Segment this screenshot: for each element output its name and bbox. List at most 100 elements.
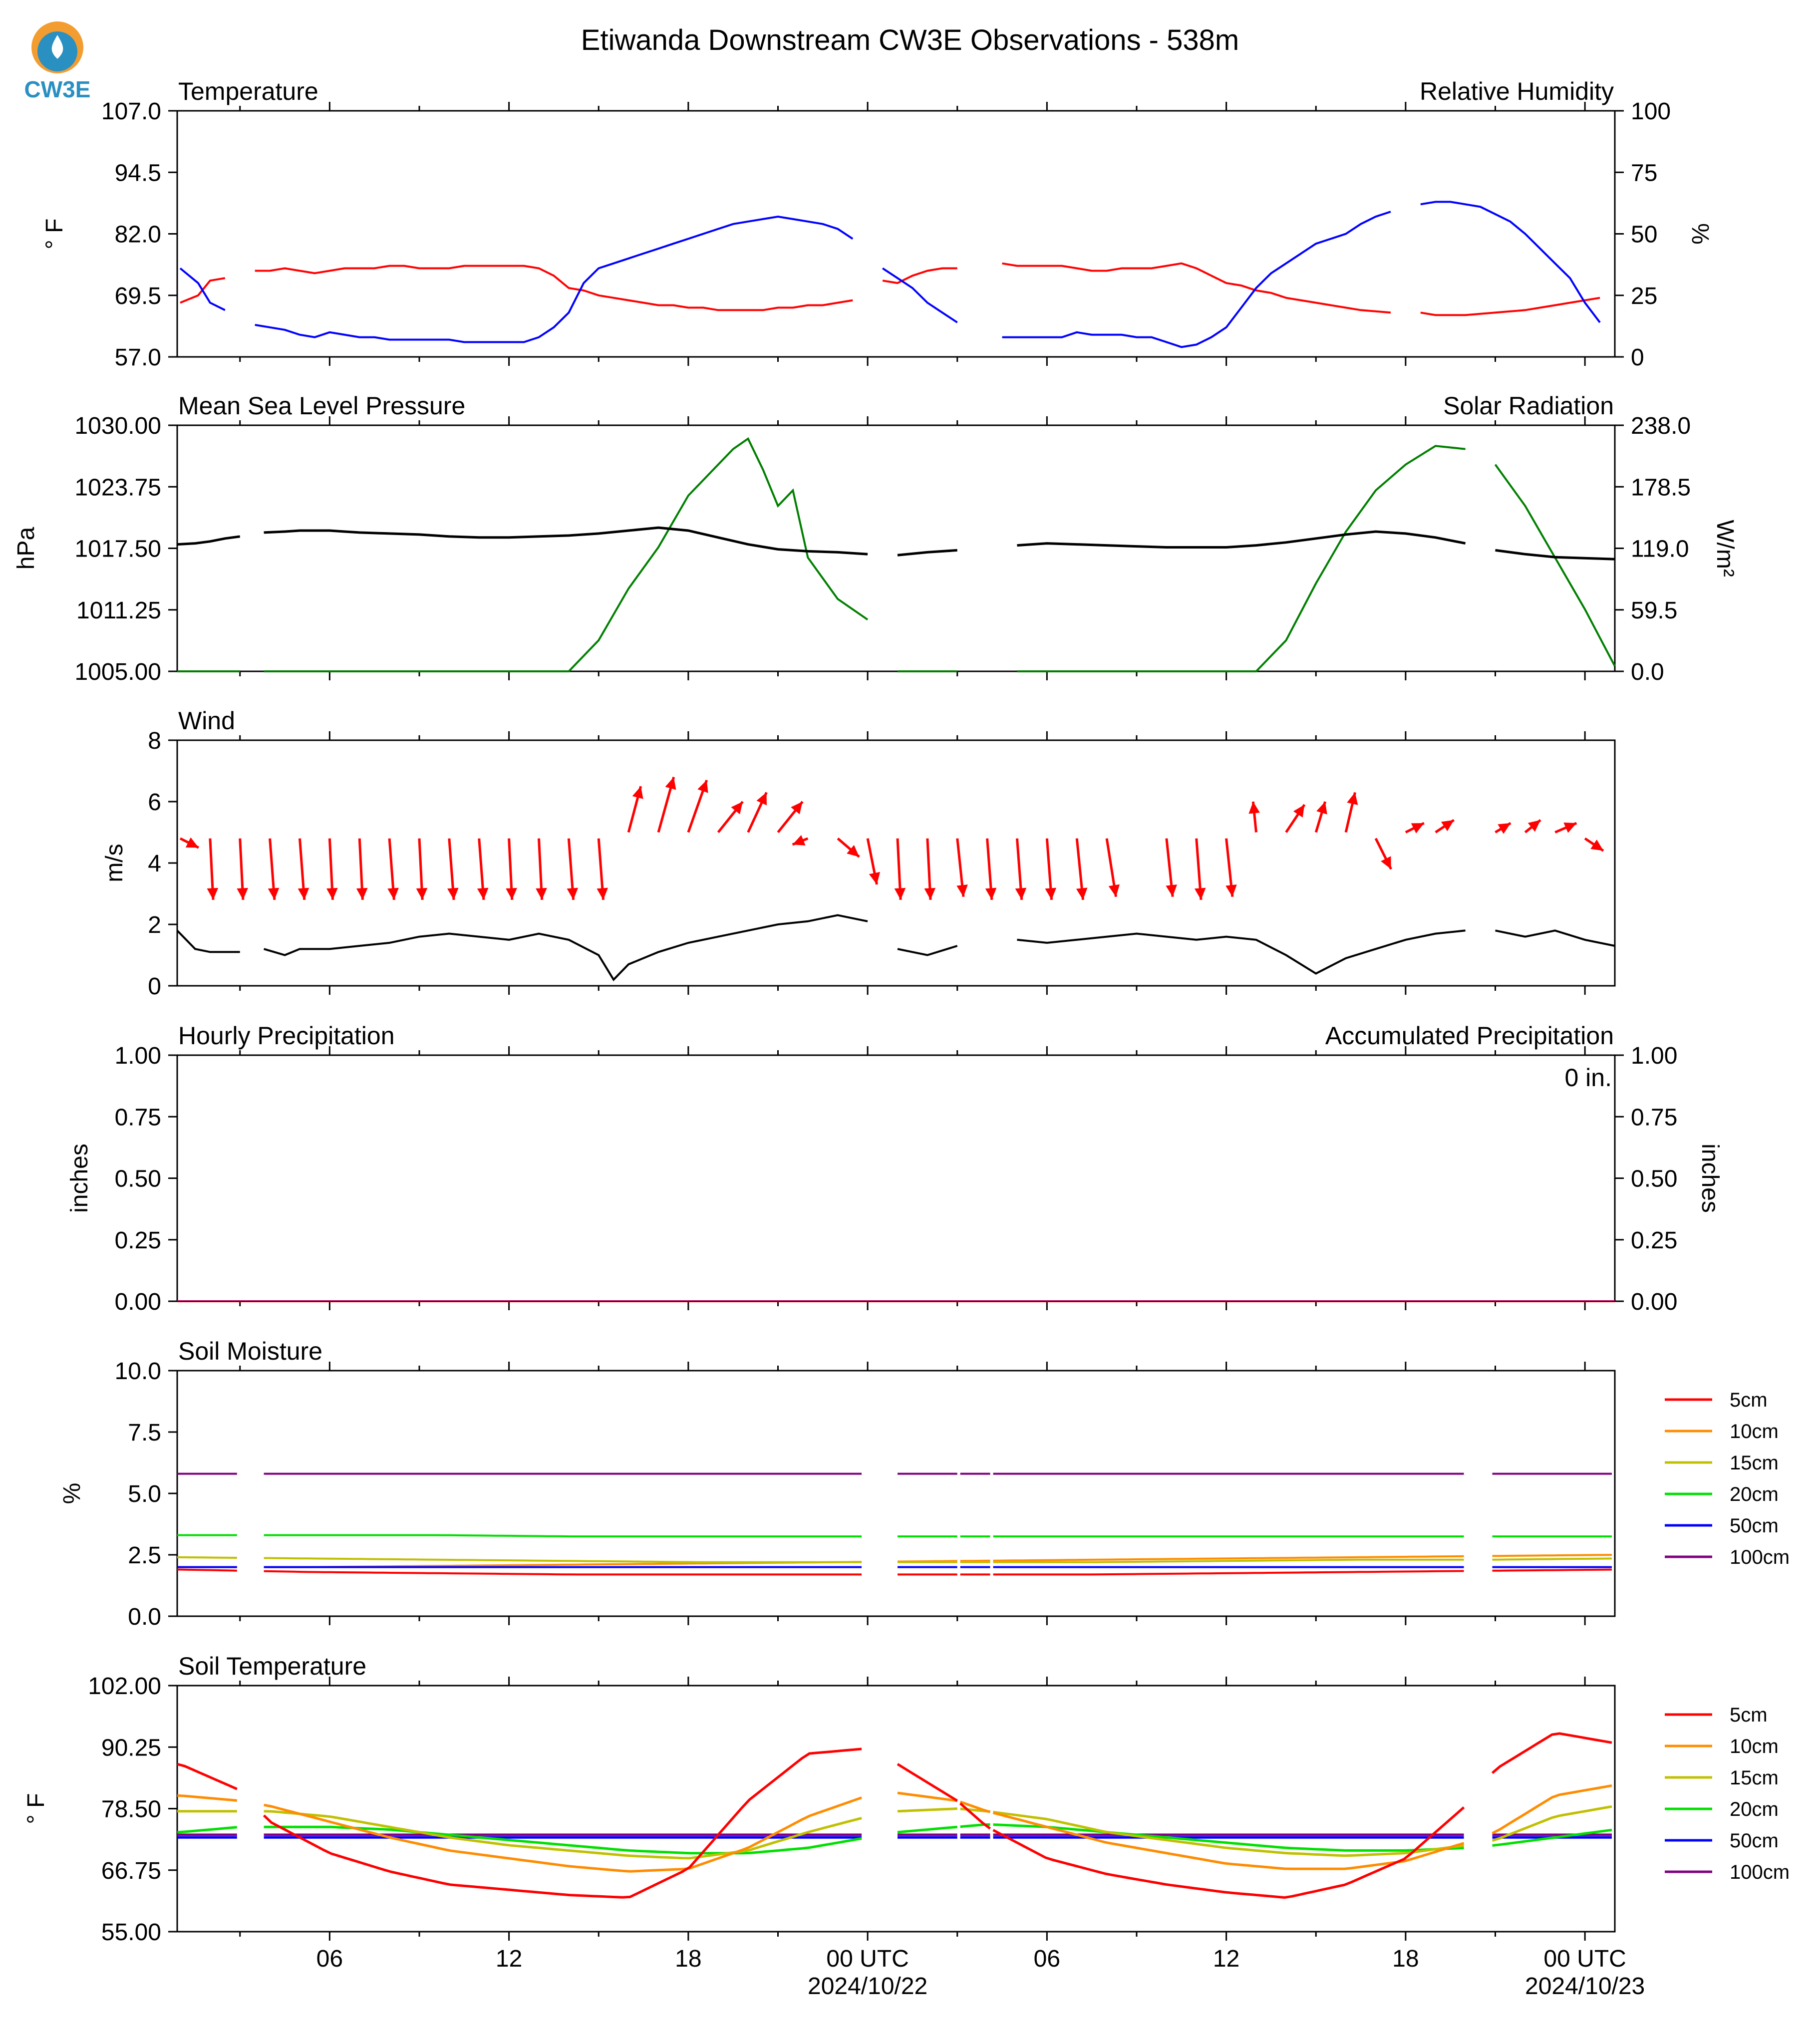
y-tick-label-temp: 57.0 <box>115 344 161 371</box>
wind-arrow-head <box>1527 820 1541 832</box>
legend-label-soil-temp: 10cm <box>1730 1736 1779 1757</box>
y-tick-label-precip: 0.25 <box>115 1227 161 1254</box>
legend-label-soil-temp: 5cm <box>1730 1704 1768 1726</box>
y-tick-label-temp: 69.5 <box>115 283 161 309</box>
legend-label-soil-temp: 50cm <box>1730 1830 1779 1852</box>
y-tick-label-pressure-right: 119.0 <box>1631 536 1689 563</box>
y-tick-label-temp-right: 100 <box>1631 98 1671 125</box>
wind-arrow-head <box>791 802 803 815</box>
y-tick-label-precip-right: 1.00 <box>1631 1043 1677 1069</box>
wind-arrow <box>687 780 708 833</box>
wind-arrow-head <box>298 887 309 900</box>
wind-arrow <box>207 838 219 900</box>
wind-arrow <box>1554 822 1577 834</box>
series-line-solar-radiation <box>177 437 1616 672</box>
wind-arrow <box>447 838 459 900</box>
wind-arrow <box>1165 838 1177 897</box>
wind-arrow <box>894 838 906 900</box>
legend-label-soil-moisture: 5cm <box>1730 1389 1768 1411</box>
y-tick-label-precip: 1.00 <box>115 1043 161 1069</box>
ylabel-temperature: ° F <box>41 219 68 250</box>
wind-arrow-head <box>536 887 547 900</box>
y-tick-label-soil-moisture: 5.0 <box>128 1481 161 1507</box>
wind-arrow-head <box>1108 884 1120 897</box>
wind-arrow-head <box>632 786 643 799</box>
wind-arrow-head <box>1225 884 1237 897</box>
y-tick-label-pressure-right: 59.5 <box>1631 597 1677 624</box>
wind-arrow-head <box>924 887 936 900</box>
series-line-relative-humidity <box>180 262 1600 316</box>
y-tick-label-pressure: 1005.00 <box>74 659 161 685</box>
wind-arrow-head <box>792 835 806 846</box>
y-tick-label-temp: 107.0 <box>101 98 161 125</box>
panel-frame-soil-moisture <box>176 1370 1616 1617</box>
y-tick-label-precip-right: 0.00 <box>1631 1289 1677 1315</box>
logo-drop-icon <box>51 35 63 59</box>
wind-arrow <box>387 838 399 900</box>
wind-arrow <box>956 838 968 897</box>
ylabel-soil-moisture: % <box>59 1483 85 1504</box>
wind-arrow <box>1248 801 1260 833</box>
y-tick-label-temp: 82.0 <box>115 222 161 248</box>
title-hourly-precip: Hourly Precipitation <box>178 1022 395 1050</box>
wind-arrow <box>356 838 368 900</box>
y-tick-label-wind: 0 <box>148 973 161 1000</box>
series-line-soil-temp-20cm <box>177 1823 1612 1855</box>
y-tick-label-soil-temp: 102.00 <box>88 1673 161 1700</box>
panel-frame-temp <box>176 110 1616 358</box>
wind-arrow-head <box>387 887 399 900</box>
y-tick-label-temp: 94.5 <box>115 160 161 186</box>
wind-arrow-head <box>731 802 743 815</box>
wind-arrow-head <box>597 887 608 900</box>
wind-arrow <box>1194 838 1206 900</box>
ylabel-solar: W/m² <box>1712 520 1738 577</box>
wind-arrow <box>298 838 309 900</box>
wind-arrow <box>1524 819 1541 834</box>
y-tick-label-precip: 0.75 <box>115 1104 161 1131</box>
legend-label-soil-temp: 100cm <box>1730 1861 1790 1883</box>
wind-arrow <box>536 838 547 900</box>
wind-arrow-head <box>1381 856 1391 869</box>
x-tick-label: 18 <box>675 1946 701 1972</box>
wind-arrow <box>717 801 744 834</box>
legend-label-soil-moisture: 20cm <box>1730 1483 1779 1505</box>
wind-arrow <box>985 838 997 900</box>
y-tick-label-pressure: 1023.75 <box>74 474 161 501</box>
wind-arrow <box>1405 822 1425 834</box>
series-line-wind-speed <box>176 914 1615 981</box>
wind-arrow-head <box>1590 840 1604 851</box>
y-tick-label-wind: 8 <box>148 728 161 754</box>
y-tick-label-soil-temp: 66.75 <box>101 1858 161 1884</box>
title-soil-temperature: Soil Temperature <box>178 1652 366 1680</box>
y-tick-label-temp-right: 50 <box>1631 222 1657 248</box>
x-tick-label: 06 <box>316 1946 343 1972</box>
wind-arrow <box>1105 838 1120 897</box>
wind-arrow-head <box>1411 823 1424 834</box>
series-line-soil-temp-15cm <box>177 1805 1612 1860</box>
wind-arrow <box>506 838 517 900</box>
panel-frame-precip <box>176 1054 1616 1302</box>
wind-arrow <box>1225 838 1237 897</box>
ylabel-humidity: % <box>1687 223 1713 245</box>
y-tick-label-pressure-right: 0.0 <box>1631 659 1664 685</box>
wind-arrow <box>179 837 200 849</box>
wind-arrow <box>1374 838 1392 870</box>
series-line-soil-moisture-20cm <box>177 1534 1612 1538</box>
y-tick-label-wind: 2 <box>148 912 161 938</box>
wind-arrow-head <box>697 780 708 793</box>
wind-arrow-head <box>1248 802 1260 814</box>
wind-arrow <box>627 786 643 833</box>
panels: Temperature Relative Humidity 57.0 69.5 82.0… <box>13 77 1790 2000</box>
x-date-label: 2024/10/22 <box>808 1973 927 2000</box>
ylabel-precip: inches <box>66 1144 93 1213</box>
wind-arrow <box>792 835 809 846</box>
wind-arrow-head <box>1441 820 1454 832</box>
legend-label-soil-moisture: 100cm <box>1730 1546 1790 1568</box>
wind-arrow <box>837 837 860 858</box>
wind-arrow-head <box>847 845 860 857</box>
series-line-soil-moisture-10cm <box>177 1554 1612 1568</box>
panel-frame-pressure <box>176 424 1616 672</box>
wind-arrow <box>1285 804 1306 833</box>
ylabel-soil-temperature: ° F <box>23 1793 49 1824</box>
y-tick-label-wind: 4 <box>148 851 161 877</box>
